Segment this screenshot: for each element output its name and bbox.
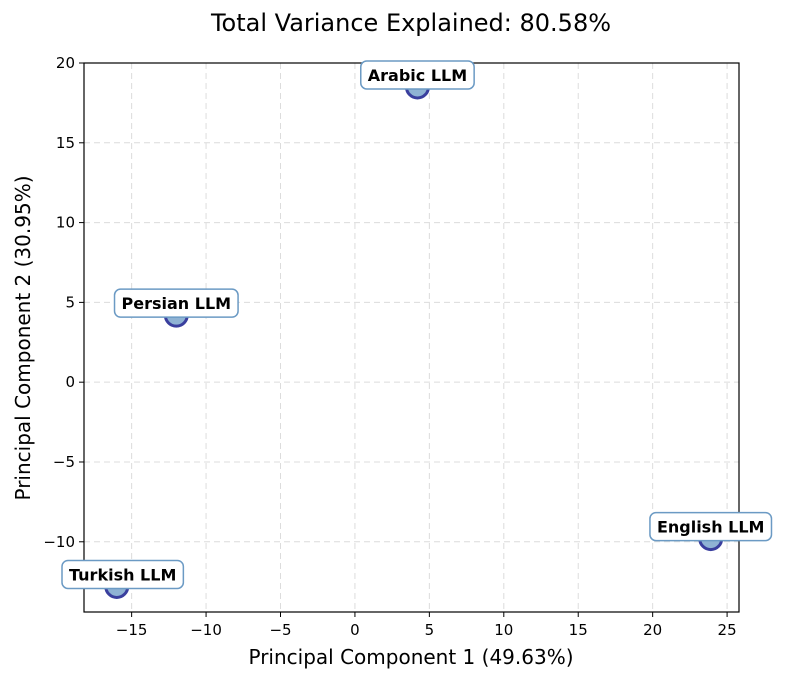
y-tick-label: −5	[53, 453, 75, 471]
y-tick-label: 15	[56, 134, 75, 152]
grid-layer	[84, 62, 739, 612]
point-label-box	[649, 511, 773, 542]
point-label: Persian LLM	[122, 294, 232, 313]
labels-layer: Arabic LLM Persian LLM English LLM Turkish …	[61, 60, 773, 590]
chart-title: Total Variance Explained: 80.58%	[210, 9, 611, 37]
y-tick-label: 5	[65, 293, 75, 311]
point-label-group: Persian LLM	[113, 288, 239, 318]
point-label-box	[61, 559, 185, 590]
y-tick-label: 20	[56, 54, 75, 72]
plot-frame	[83, 62, 740, 613]
point-label-box	[360, 60, 475, 90]
y-tick-label: 0	[65, 373, 75, 391]
x-axis-label: Principal Component 1 (49.63%)	[249, 645, 574, 669]
point-label-box	[113, 288, 239, 318]
y-tick-label: −10	[43, 533, 75, 551]
x-tick-label: 0	[350, 621, 360, 639]
point-label: Turkish LLM	[69, 565, 176, 584]
x-tick-label: 5	[425, 621, 435, 639]
x-tick-label: 25	[718, 621, 737, 639]
x-tick-label: 20	[643, 621, 662, 639]
axes-layer: −15 −10 −5 0 5 10 15 20 25 −10 −5 0 5 10 15 20	[43, 54, 740, 639]
point-label-group: Arabic LLM	[360, 60, 475, 90]
x-tick-label: −15	[116, 621, 148, 639]
x-tick-label: −10	[190, 621, 222, 639]
point-label: Arabic LLM	[368, 66, 467, 85]
x-tick-label: −5	[269, 621, 291, 639]
x-tick-label: 15	[569, 621, 588, 639]
y-axis-label: Principal Component 2 (30.95%)	[11, 176, 35, 501]
x-tick-label: 10	[494, 621, 513, 639]
points-layer	[104, 74, 724, 599]
point-label-group: English LLM	[649, 511, 773, 542]
point-label: English LLM	[657, 518, 765, 537]
point-label-group: Turkish LLM	[61, 559, 185, 590]
y-tick-label: 10	[56, 214, 75, 232]
